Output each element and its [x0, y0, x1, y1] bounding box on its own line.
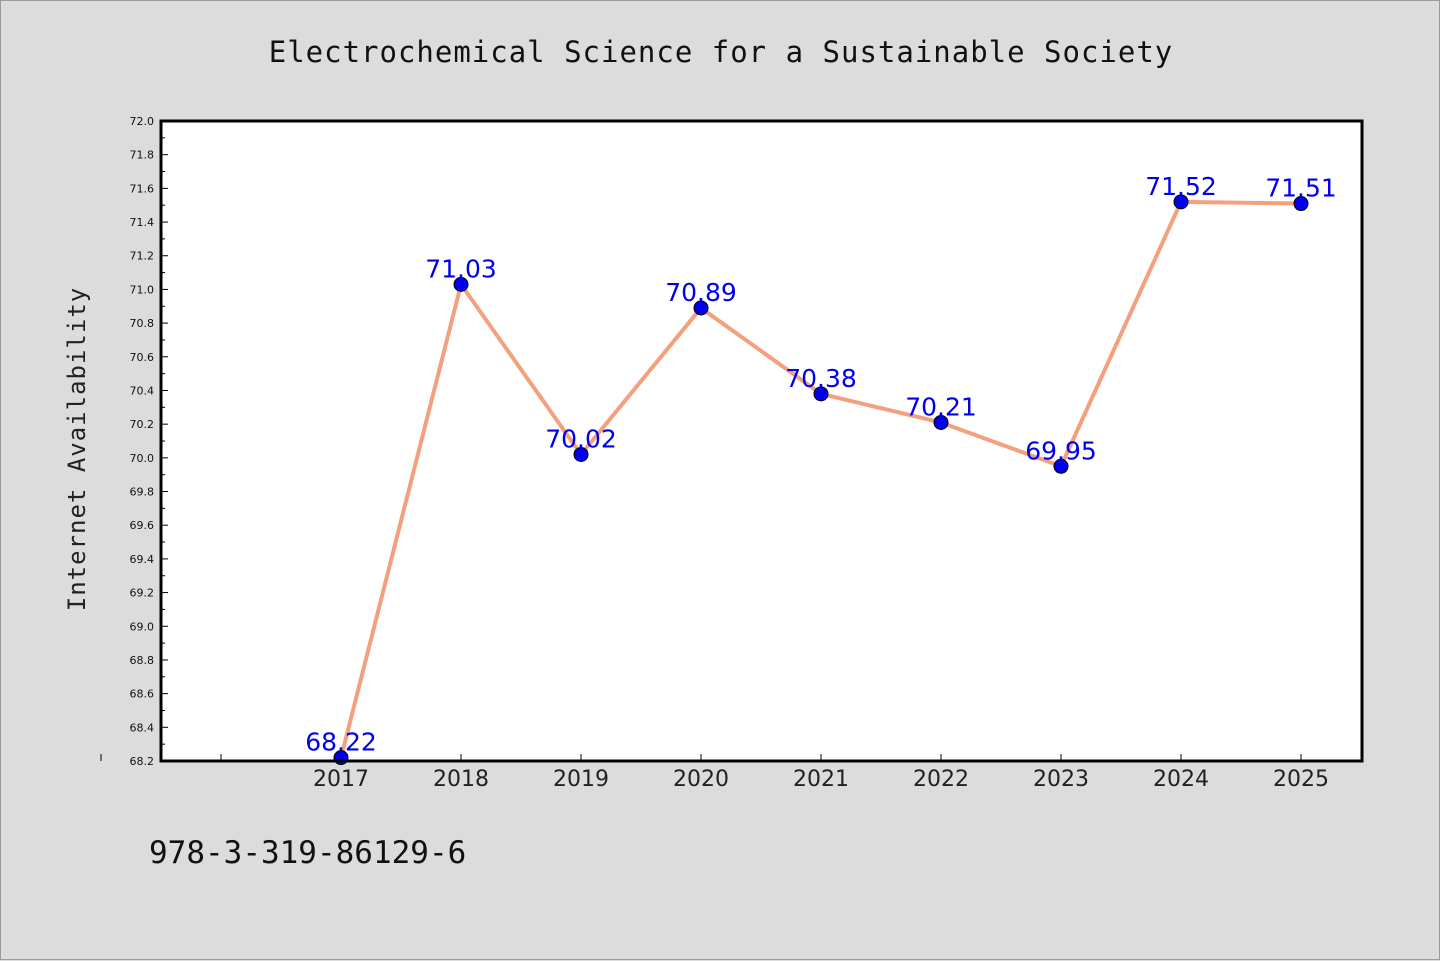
y-tick-label: 68.6	[130, 688, 155, 701]
y-tick-label: 69.0	[130, 620, 155, 633]
data-label: 68.22	[305, 728, 377, 757]
data-point	[1053, 458, 1069, 474]
plot-area	[161, 121, 1362, 761]
data-label: 70.38	[785, 364, 857, 393]
data-label: 71.03	[425, 254, 497, 283]
data-label: 70.21	[905, 392, 977, 421]
x-tick-label: 2019	[553, 767, 609, 792]
data-label: 70.02	[545, 424, 617, 453]
y-tick-label: 68.4	[130, 721, 155, 734]
x-tick-label: 2025	[1273, 767, 1329, 792]
data-point	[693, 300, 709, 316]
y-tick-label: 69.4	[130, 553, 155, 566]
data-point	[933, 414, 949, 430]
y-tick-label: 71.2	[130, 250, 155, 263]
y-tick-label: 70.0	[130, 452, 155, 465]
x-tick-label: 2020	[673, 767, 729, 792]
data-label: 70.89	[665, 278, 737, 307]
x-tick-label: 2023	[1033, 767, 1089, 792]
y-tick-label: 70.6	[130, 351, 155, 364]
data-label: 69.95	[1025, 436, 1097, 465]
y-tick-label: 71.0	[130, 283, 155, 296]
data-label: 71.52	[1145, 172, 1217, 201]
data-point	[1173, 194, 1189, 210]
y-tick-label: 70.4	[130, 384, 155, 397]
y-tick-label: 68.2	[130, 755, 155, 768]
x-tick-label: 2021	[793, 767, 849, 792]
x-tick-label: 2024	[1153, 767, 1209, 792]
data-point	[813, 386, 829, 402]
isbn-footer: 978-3-319-86129-6	[149, 835, 467, 871]
data-point	[573, 446, 589, 462]
y-tick-label: 72.0	[130, 115, 155, 128]
y-tick-label: 70.8	[130, 317, 155, 330]
chart-title: Electrochemical Science for a Sustainabl…	[268, 35, 1174, 69]
y-tick-label: 69.2	[130, 587, 155, 600]
x-tick-label: 2022	[913, 767, 969, 792]
y-tick-label: 69.8	[130, 486, 155, 499]
data-point	[1293, 196, 1309, 212]
y-tick-label: 71.8	[130, 149, 155, 162]
x-tick-label: 2017	[313, 767, 369, 792]
y-tick-label: 71.4	[130, 216, 155, 229]
data-label: 71.51	[1265, 174, 1337, 203]
y-tick-label: 71.6	[130, 182, 155, 195]
x-tick-label: 2018	[433, 767, 489, 792]
y-tick-label: 69.6	[130, 519, 155, 532]
y-tick-label: 68.8	[130, 654, 155, 667]
plot-frame	[159, 119, 1364, 763]
data-point	[453, 276, 469, 292]
y-tick-label: 70.2	[130, 418, 155, 431]
